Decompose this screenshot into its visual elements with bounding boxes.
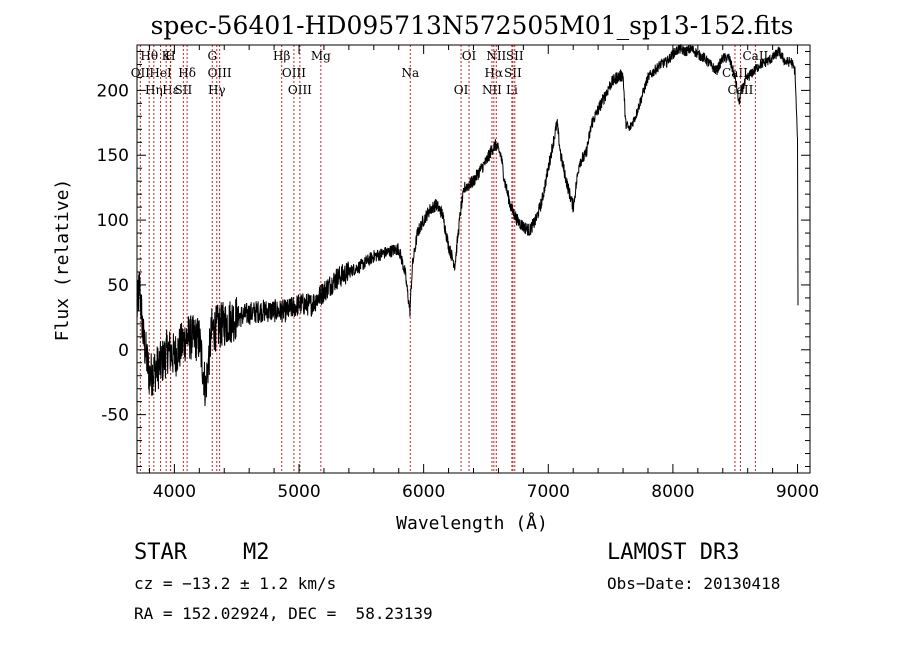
- y-tick-label: 200: [97, 81, 129, 101]
- line-label: NII: [486, 49, 506, 63]
- line-label: NII: [482, 83, 502, 97]
- axis-ticks: 4000 5000 6000 7000 8000 9000 -50 0 50 100 150 200: [97, 45, 819, 502]
- object-subclass: M2: [243, 540, 270, 565]
- x-tick-label: 5000: [277, 482, 320, 502]
- line-label: SII: [175, 83, 193, 97]
- ra-dec: RA = 152.02924, DEC = 58.23139: [134, 604, 433, 623]
- y-tick-label: 50: [107, 276, 129, 296]
- line-label: OIII: [282, 66, 306, 80]
- x-tick-label: 6000: [402, 482, 445, 502]
- line-label: OIII: [208, 66, 232, 80]
- line-label: Na: [401, 66, 419, 80]
- spectrum-series: [136, 43, 799, 407]
- y-tick-label: 100: [97, 211, 129, 231]
- line-label: SII: [504, 66, 522, 80]
- line-label: Hθ: [140, 49, 158, 63]
- line-label: Mg: [311, 49, 331, 63]
- line-label: OI: [462, 49, 477, 63]
- x-tick-label: 8000: [651, 482, 694, 502]
- line-label: HeI: [149, 66, 172, 80]
- line-label: Hη: [145, 83, 163, 97]
- line-label: Hδ: [178, 66, 196, 80]
- line-label: OII: [131, 66, 151, 80]
- y-tick-label: 0: [118, 341, 129, 361]
- line-label: Hα: [485, 66, 504, 80]
- redshift-cz: cz = −13.2 ± 1.2 km/s: [134, 574, 337, 593]
- line-label: Hβ: [273, 49, 290, 63]
- y-axis-label: Flux (relative): [52, 179, 73, 342]
- line-label: Hγ: [208, 83, 226, 97]
- plot-frame: [136, 44, 811, 474]
- spectral-line-markers: HθOIIHηKHeIHεHHδSIIGOIIIHγHβOIIIOIIIMgNa…: [131, 45, 769, 473]
- line-label: OI: [454, 83, 469, 97]
- y-tick-label: -50: [101, 406, 129, 426]
- x-axis-label: Wavelength (Å): [396, 512, 548, 534]
- survey-name: LAMOST DR3: [607, 540, 740, 565]
- line-label: K: [162, 49, 172, 63]
- y-tick-label: 150: [97, 146, 129, 166]
- line-label: SII: [506, 49, 524, 63]
- x-tick-label: 4000: [153, 482, 196, 502]
- observation-date: Obs−Date: 20130418: [607, 574, 781, 593]
- line-label: H: [165, 49, 175, 63]
- spectrum-line: [136, 43, 799, 407]
- line-label: OIII: [288, 83, 312, 97]
- line-label: G: [207, 49, 217, 63]
- chart-title: spec-56401-HD095713N572505M01_sp13-152.f…: [151, 11, 794, 40]
- object-class: STAR: [134, 540, 187, 565]
- x-tick-label: 7000: [527, 482, 570, 502]
- line-label: Li: [506, 83, 518, 97]
- x-tick-label: 9000: [776, 482, 819, 502]
